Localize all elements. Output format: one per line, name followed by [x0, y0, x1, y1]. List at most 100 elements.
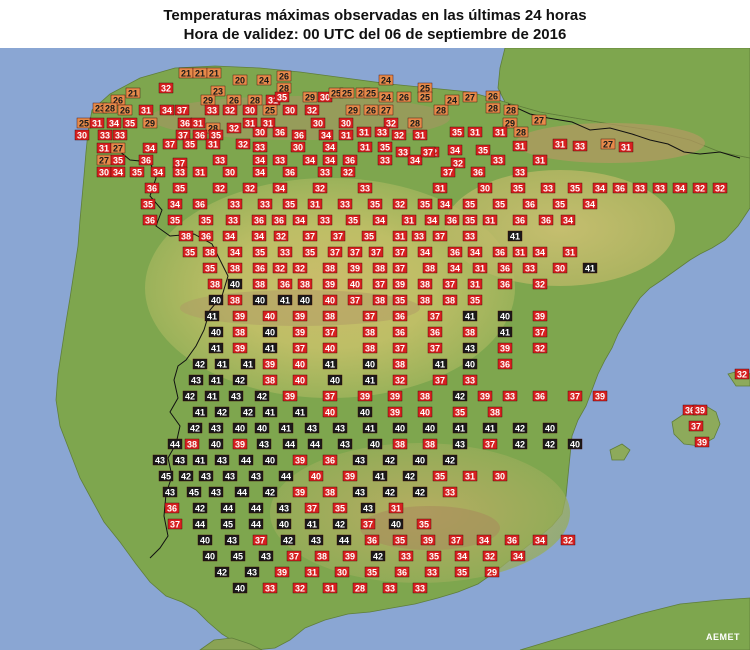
station-temperature: 36 [167, 504, 177, 514]
station-marker: 45 [230, 550, 246, 562]
station-temperature: 38 [210, 280, 220, 290]
station-temperature: 36 [525, 200, 535, 210]
station-temperature: 33 [415, 584, 425, 594]
station-box [362, 422, 378, 434]
station-box [274, 91, 290, 103]
station-marker: 41 [452, 422, 468, 434]
station-box [426, 550, 442, 562]
station-box [182, 138, 198, 150]
station-marker: 31 [357, 141, 373, 153]
station-temperature: 36 [395, 328, 405, 338]
station-box [292, 342, 308, 354]
station-box [162, 486, 178, 498]
station-box [497, 310, 513, 322]
station-box [192, 129, 208, 141]
station-temperature: 45 [233, 552, 243, 562]
station-temperature: 44 [237, 488, 247, 498]
station-marker: 43 [208, 486, 224, 498]
station-marker: 32 [392, 198, 408, 210]
station-temperature: 43 [335, 424, 345, 434]
station-temperature: 42 [373, 552, 383, 562]
station-box [467, 246, 483, 258]
station-temperature: 42 [217, 568, 227, 578]
station-box [322, 141, 338, 153]
station-temperature: 33 [340, 200, 350, 210]
station-box [302, 91, 318, 103]
station-marker: 36 [142, 214, 158, 226]
station-temperature: 32 [215, 184, 225, 194]
station-temperature: 37 [350, 296, 360, 306]
station-temperature: 43 [261, 552, 271, 562]
station-marker: 34 [407, 154, 423, 166]
station-temperature: 41 [207, 392, 217, 402]
station-temperature: 32 [737, 370, 747, 380]
station-marker: 43 [162, 486, 178, 498]
station-temperature: 33 [230, 200, 240, 210]
station-box [392, 358, 408, 370]
station-box [387, 406, 403, 418]
station-marker: 44 [248, 518, 264, 530]
station-temperature: 40 [395, 424, 405, 434]
station-temperature: 39 [535, 312, 545, 322]
station-temperature: 36 [615, 184, 625, 194]
station-marker: 36 [497, 358, 513, 370]
station-marker: 40 [292, 374, 308, 386]
station-temperature: 42 [283, 536, 293, 546]
station-box [360, 502, 376, 514]
station-temperature: 36 [495, 248, 505, 258]
station-marker: 43 [172, 454, 188, 466]
station-box [304, 518, 320, 530]
station-marker: 43 [224, 534, 240, 546]
station-box [276, 518, 292, 530]
station-temperature: 25 [420, 84, 430, 94]
station-temperature: 31 [268, 96, 278, 106]
station-temperature: 35 [364, 232, 374, 242]
station-temperature: 36 [685, 406, 695, 416]
station-temperature: 29 [348, 106, 358, 116]
station-temperature: 41 [295, 408, 305, 418]
station-temperature: 40 [360, 408, 370, 418]
station-temperature: 30 [341, 119, 351, 129]
station-marker: 34 [672, 182, 688, 194]
station-temperature: 37 [435, 232, 445, 242]
station-temperature: 43 [191, 376, 201, 386]
station-temperature: 36 [500, 264, 510, 274]
station-marker: 31 [392, 230, 408, 242]
station-temperature: 33 [385, 584, 395, 594]
station-marker: 36 [364, 534, 380, 546]
station-temperature: 30 [480, 184, 490, 194]
station-marker: 41 [432, 358, 448, 370]
station-marker: 33 [317, 214, 333, 226]
station-marker: 35 [302, 246, 318, 258]
station-box [322, 454, 338, 466]
station-marker: 36 [394, 566, 410, 578]
station-temperature: 39 [295, 328, 305, 338]
station-box [317, 214, 333, 226]
station-marker: 31 [552, 138, 568, 150]
station-temperature: 30 [245, 106, 255, 116]
station-box [552, 138, 568, 150]
station-temperature: 34 [255, 168, 265, 178]
station-temperature: 35 [125, 119, 135, 129]
station-temperature: 25 [420, 93, 430, 103]
station-box [204, 310, 220, 322]
station-marker: 35 [567, 182, 583, 194]
station-temperature: 29 [305, 93, 315, 103]
station-box [367, 438, 383, 450]
station-marker: 39 [282, 390, 298, 402]
station-temperature: 37 [485, 440, 495, 450]
station-temperature: 36 [280, 280, 290, 290]
station-temperature: 31 [245, 119, 255, 129]
station-marker: 31 [322, 582, 338, 594]
station-marker: 38 [362, 326, 378, 338]
station-marker: 30 [252, 126, 268, 138]
station-marker: 34 [532, 246, 548, 258]
station-box [244, 566, 260, 578]
station-temperature: 35 [335, 504, 345, 514]
station-marker: 42 [442, 454, 458, 466]
station-marker: 43 [222, 470, 238, 482]
station-temperature: 33 [401, 552, 411, 562]
station-temperature: 32 [238, 140, 248, 150]
station-temperature: 41 [243, 360, 253, 370]
station-box [292, 582, 308, 594]
